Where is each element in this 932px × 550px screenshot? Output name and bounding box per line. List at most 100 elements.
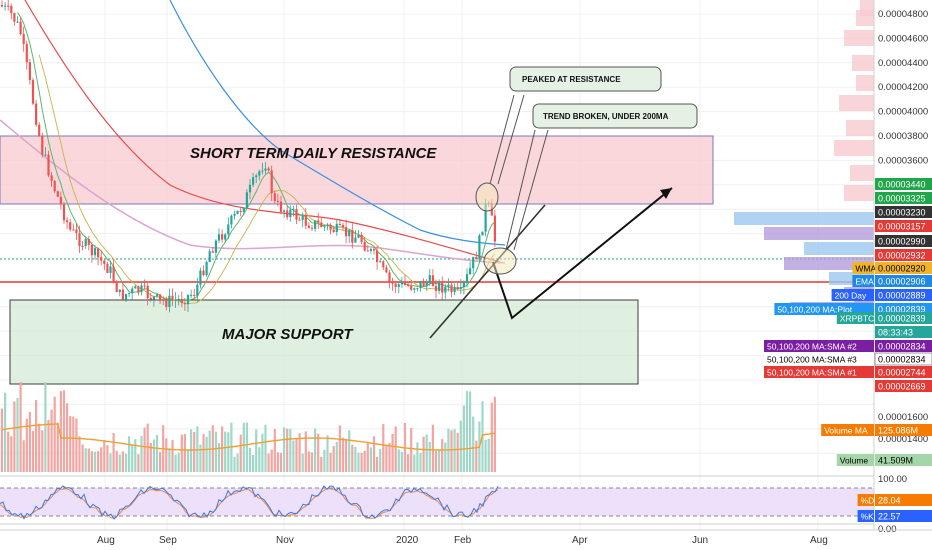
candle-body bbox=[221, 234, 224, 240]
candle-body bbox=[357, 234, 360, 238]
candle-body bbox=[16, 21, 19, 23]
price-tag bbox=[875, 192, 932, 204]
series-name-text: 50,100,200 MA:SMA #3 bbox=[767, 355, 857, 365]
candle-body bbox=[41, 135, 44, 155]
volume-bar bbox=[90, 451, 93, 472]
candle-body bbox=[310, 227, 314, 229]
candle-body bbox=[391, 281, 394, 284]
candle-body bbox=[261, 170, 264, 172]
volume-bar bbox=[400, 451, 403, 472]
candle-body bbox=[62, 204, 66, 221]
breakdown-circle[interactable] bbox=[483, 247, 517, 275]
callout-peak-box[interactable] bbox=[509, 66, 662, 92]
price-tags: 0.00003440 0.00003325 0.00003230 0.00003157… bbox=[764, 178, 932, 522]
series-name-tag bbox=[764, 340, 874, 352]
volume-bar bbox=[307, 451, 310, 472]
series-name-tag bbox=[831, 289, 874, 301]
candle-body bbox=[205, 261, 208, 276]
volume-bar bbox=[450, 430, 453, 472]
volume-bar bbox=[338, 425, 341, 472]
volume-bar bbox=[475, 440, 478, 472]
time-axis-tick: 2020 bbox=[396, 535, 419, 546]
series-name-text: %K bbox=[861, 512, 875, 522]
support-zone[interactable] bbox=[9, 299, 639, 385]
candle-body bbox=[165, 300, 168, 308]
series-name-tag bbox=[764, 353, 874, 365]
price-tag-text: 08:33:43 bbox=[878, 328, 913, 338]
candle-body bbox=[193, 294, 196, 296]
price-tag bbox=[875, 249, 932, 261]
candle-body bbox=[416, 288, 419, 290]
trend-drawings[interactable] bbox=[429, 94, 673, 339]
volume-bar bbox=[434, 451, 438, 472]
callout-trend-text: TREND BROKEN, UNDER 200MA bbox=[543, 112, 669, 121]
price-axis-tick: 0.00004000 bbox=[878, 107, 928, 118]
candle-body bbox=[298, 219, 301, 221]
volume-bar bbox=[87, 448, 90, 472]
candle-body bbox=[168, 295, 171, 308]
volume-bar bbox=[304, 431, 307, 472]
candle-body bbox=[428, 275, 431, 283]
volume-profile-row bbox=[764, 227, 874, 240]
price-axis-tick: 0.00004600 bbox=[878, 33, 928, 44]
volume-bar bbox=[143, 427, 146, 472]
volume-bar bbox=[44, 382, 47, 472]
volume-bar bbox=[245, 422, 248, 472]
price-tag bbox=[875, 494, 932, 506]
candle-body bbox=[283, 210, 286, 212]
volume-bar bbox=[441, 439, 444, 472]
candle-body bbox=[56, 191, 59, 197]
candle-body bbox=[456, 287, 459, 289]
candle-body bbox=[84, 239, 87, 247]
resistance-zone[interactable] bbox=[0, 135, 714, 205]
volume-bar bbox=[217, 443, 221, 472]
price-tag bbox=[875, 340, 932, 352]
volume-bar bbox=[283, 427, 286, 472]
candle-body bbox=[152, 296, 155, 300]
candle-body bbox=[224, 234, 227, 240]
price-axis-tick: 0.00004800 bbox=[878, 9, 928, 20]
volume-bar bbox=[323, 449, 326, 472]
callout-peak-pointer-2 bbox=[497, 94, 525, 185]
callout-trend-box[interactable] bbox=[532, 103, 698, 129]
volume-bar bbox=[41, 430, 44, 472]
volume-bar bbox=[112, 432, 115, 472]
volume-bar bbox=[484, 439, 487, 472]
price-tag-text: 0.00002839 bbox=[878, 305, 926, 315]
volume-bar bbox=[431, 424, 434, 472]
volume-bar bbox=[140, 435, 143, 472]
volume-bar bbox=[205, 436, 208, 472]
peak-circle[interactable] bbox=[475, 182, 499, 212]
candle-body bbox=[13, 13, 16, 22]
candle-body bbox=[159, 294, 162, 300]
volume-bar bbox=[183, 434, 186, 472]
volume-bar bbox=[16, 398, 19, 472]
series-name-text: WMA bbox=[855, 264, 876, 274]
volume-profile-row bbox=[856, 10, 874, 26]
candle-body bbox=[75, 229, 78, 234]
candle-body bbox=[140, 285, 143, 293]
volume-bar bbox=[78, 436, 81, 472]
price-tag bbox=[875, 380, 932, 392]
stoch-d-line bbox=[0, 488, 499, 520]
candle-body bbox=[475, 256, 478, 260]
volume-bar bbox=[279, 452, 283, 472]
candle-body bbox=[87, 239, 90, 245]
candle-body bbox=[326, 224, 329, 227]
volume-bar bbox=[453, 429, 456, 472]
price-tag-text: 0.00002889 bbox=[878, 291, 926, 301]
volume-bar bbox=[385, 444, 388, 472]
rising-trendline[interactable] bbox=[429, 204, 546, 339]
candle-body bbox=[202, 270, 205, 276]
time-axis-tick: Apr bbox=[572, 535, 588, 546]
candle-body bbox=[419, 280, 422, 289]
projection-arrow-path[interactable] bbox=[492, 187, 673, 320]
candle-body bbox=[376, 250, 379, 263]
ma-line-blue bbox=[169, 0, 506, 246]
volume-bar bbox=[410, 428, 413, 472]
candle-body bbox=[7, 5, 10, 7]
volume-bar bbox=[335, 441, 338, 472]
volume-bar bbox=[416, 442, 419, 472]
series-name-tag bbox=[836, 454, 874, 466]
